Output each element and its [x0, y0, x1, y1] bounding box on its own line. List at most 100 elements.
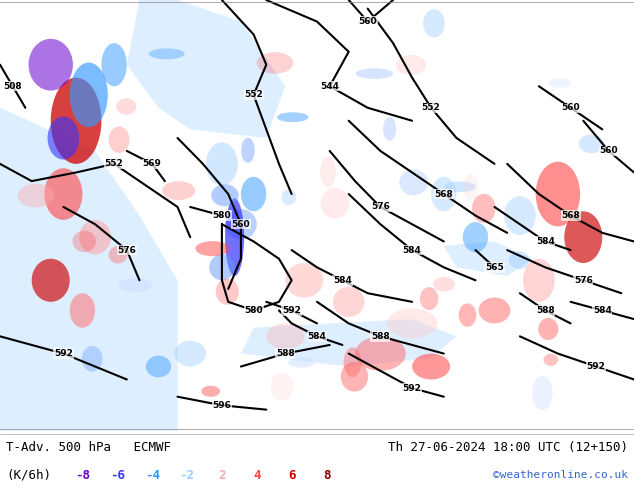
Text: 584: 584 — [307, 332, 327, 341]
Ellipse shape — [321, 188, 349, 219]
Ellipse shape — [420, 287, 438, 310]
Text: 8: 8 — [323, 469, 330, 482]
Ellipse shape — [225, 198, 244, 276]
Text: 576: 576 — [371, 202, 390, 212]
Ellipse shape — [29, 39, 73, 91]
Polygon shape — [241, 319, 456, 367]
Ellipse shape — [257, 52, 294, 74]
Text: 592: 592 — [586, 362, 605, 371]
Ellipse shape — [51, 77, 101, 164]
Ellipse shape — [108, 126, 129, 153]
Text: 576: 576 — [574, 276, 593, 285]
Text: 6: 6 — [288, 469, 295, 482]
Ellipse shape — [523, 259, 555, 302]
Text: 560: 560 — [561, 103, 580, 112]
Ellipse shape — [396, 55, 426, 75]
Ellipse shape — [479, 297, 510, 323]
Ellipse shape — [70, 293, 95, 328]
Ellipse shape — [383, 117, 396, 141]
Ellipse shape — [241, 177, 266, 211]
Text: 580: 580 — [244, 306, 263, 315]
Ellipse shape — [399, 169, 428, 196]
Ellipse shape — [536, 162, 580, 226]
Text: 588: 588 — [536, 306, 555, 315]
Text: -4: -4 — [145, 469, 160, 482]
Ellipse shape — [412, 354, 450, 379]
Ellipse shape — [108, 246, 127, 264]
Ellipse shape — [117, 98, 136, 115]
Ellipse shape — [48, 117, 79, 160]
Ellipse shape — [387, 308, 437, 339]
Ellipse shape — [340, 362, 368, 392]
Text: 4: 4 — [253, 469, 261, 482]
Ellipse shape — [82, 346, 103, 372]
Ellipse shape — [579, 134, 604, 153]
Polygon shape — [0, 0, 178, 431]
Ellipse shape — [225, 209, 257, 239]
Text: 544: 544 — [320, 82, 339, 91]
Ellipse shape — [538, 318, 559, 340]
Text: 560: 560 — [358, 17, 377, 26]
Text: 565: 565 — [485, 263, 504, 272]
Text: 592: 592 — [282, 306, 301, 315]
Ellipse shape — [162, 181, 195, 200]
Ellipse shape — [548, 78, 571, 88]
Text: 592: 592 — [403, 384, 422, 392]
Text: 588: 588 — [276, 349, 295, 358]
Polygon shape — [444, 242, 533, 276]
Ellipse shape — [433, 277, 455, 292]
Ellipse shape — [564, 211, 602, 263]
Ellipse shape — [201, 386, 220, 397]
Text: 588: 588 — [371, 332, 390, 341]
Ellipse shape — [344, 347, 361, 377]
Text: 584: 584 — [593, 306, 612, 315]
Text: 552: 552 — [244, 90, 263, 99]
Text: 596: 596 — [212, 401, 231, 410]
Text: -6: -6 — [110, 469, 125, 482]
Ellipse shape — [281, 189, 296, 205]
Ellipse shape — [509, 251, 529, 269]
Ellipse shape — [444, 181, 476, 192]
Ellipse shape — [277, 112, 309, 122]
Ellipse shape — [463, 222, 488, 252]
Ellipse shape — [543, 354, 559, 366]
Text: 568: 568 — [561, 211, 580, 220]
Text: 584: 584 — [333, 276, 352, 285]
Ellipse shape — [288, 357, 314, 368]
Text: 560: 560 — [231, 220, 250, 229]
Ellipse shape — [355, 336, 406, 371]
Ellipse shape — [174, 341, 206, 367]
Text: 552: 552 — [422, 103, 441, 112]
Ellipse shape — [101, 43, 127, 86]
Ellipse shape — [146, 356, 171, 377]
Ellipse shape — [458, 303, 476, 327]
Text: 584: 584 — [403, 245, 422, 255]
Ellipse shape — [320, 157, 336, 187]
Text: 2: 2 — [218, 469, 226, 482]
Ellipse shape — [333, 287, 365, 317]
Ellipse shape — [44, 168, 82, 220]
Text: 568: 568 — [434, 190, 453, 198]
Ellipse shape — [532, 376, 553, 410]
Ellipse shape — [149, 49, 184, 59]
Ellipse shape — [423, 9, 445, 38]
Ellipse shape — [356, 68, 393, 79]
Ellipse shape — [119, 278, 152, 292]
Ellipse shape — [72, 231, 96, 252]
Ellipse shape — [195, 241, 230, 256]
Text: Th 27-06-2024 18:00 UTC (12+150): Th 27-06-2024 18:00 UTC (12+150) — [387, 441, 628, 454]
Text: -2: -2 — [179, 469, 195, 482]
Ellipse shape — [472, 194, 496, 223]
Ellipse shape — [216, 278, 239, 305]
Text: 508: 508 — [3, 82, 22, 91]
Text: 584: 584 — [536, 237, 555, 246]
Ellipse shape — [266, 323, 304, 349]
Ellipse shape — [206, 142, 238, 185]
Text: ©weatheronline.co.uk: ©weatheronline.co.uk — [493, 470, 628, 480]
Ellipse shape — [211, 184, 238, 206]
Polygon shape — [127, 0, 285, 138]
Text: 552: 552 — [105, 159, 124, 169]
Text: 569: 569 — [143, 159, 162, 169]
Text: 560: 560 — [599, 147, 618, 155]
Ellipse shape — [70, 63, 108, 127]
